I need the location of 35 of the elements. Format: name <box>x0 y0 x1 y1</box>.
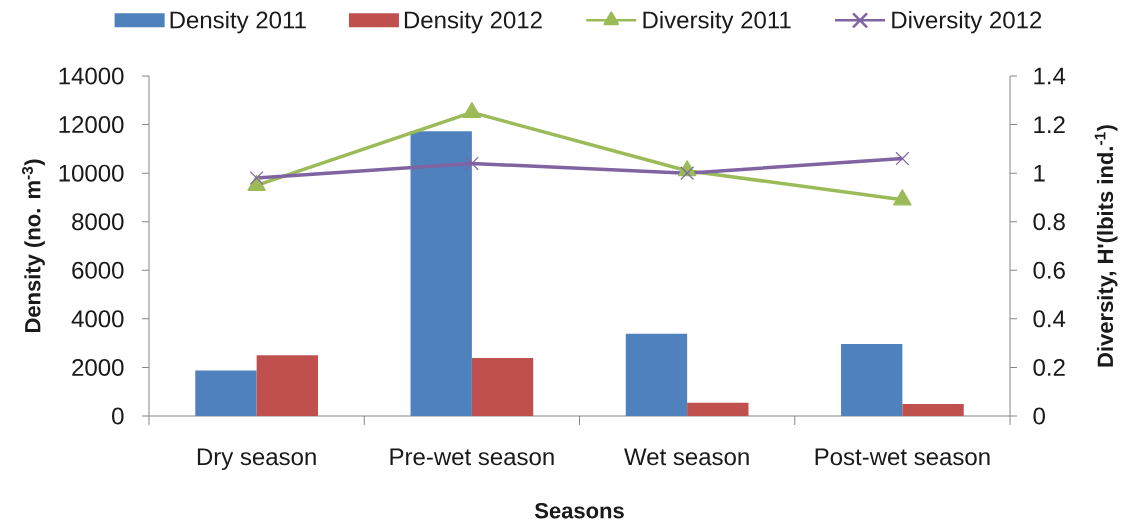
legend-label: Density 2011 <box>170 10 306 34</box>
legend-label: Diversity 2012 <box>892 10 1042 34</box>
bar <box>471 357 534 416</box>
y-tick-label: 8000 <box>72 213 124 231</box>
y2-tick-label: 1.4 <box>1034 67 1066 85</box>
x-tick-label: Dry season <box>197 448 316 471</box>
y2-tick-label: 0.4 <box>1033 310 1066 328</box>
x-tick-label: Pre-wet season <box>390 448 554 466</box>
legend-label: Density 2012 <box>404 10 542 34</box>
y-tick-label: 0 <box>112 407 124 425</box>
y-tick-label: 2000 <box>72 358 124 376</box>
bar <box>687 402 749 416</box>
y-tick-label: 10000 <box>59 164 124 182</box>
bar <box>625 333 688 416</box>
bar <box>256 355 318 416</box>
bar <box>195 370 257 416</box>
x-axis-title: Seasons <box>534 502 624 519</box>
y2-tick-label: 0.2 <box>1033 358 1065 376</box>
legend-label: Diversity 2011 <box>643 10 791 34</box>
bar <box>410 131 472 416</box>
y-tick-label: 6000 <box>72 261 124 279</box>
y2-tick-label: 1 <box>1034 164 1045 182</box>
bar <box>841 344 903 416</box>
y-tick-label: 14000 <box>59 67 124 85</box>
y-axis-title: Density (no. m$^{-3}$) <box>22 159 45 333</box>
y2-tick-label: 0.6 <box>1033 261 1065 279</box>
x-tick-label: Post-wet season <box>815 448 990 466</box>
bar <box>902 404 964 416</box>
y2-tick-label: 0 <box>1033 407 1045 425</box>
y-tick-label: 12000 <box>59 116 124 134</box>
y2-axis-title: Diversity, H'(lbits ind.$^{-1}$) <box>1094 125 1118 367</box>
y-tick-label: 4000 <box>71 310 124 328</box>
x-tick-label: Wet season <box>624 448 749 466</box>
y2-tick-label: 0.8 <box>1033 213 1065 231</box>
y2-tick-label: 1.2 <box>1034 116 1065 133</box>
